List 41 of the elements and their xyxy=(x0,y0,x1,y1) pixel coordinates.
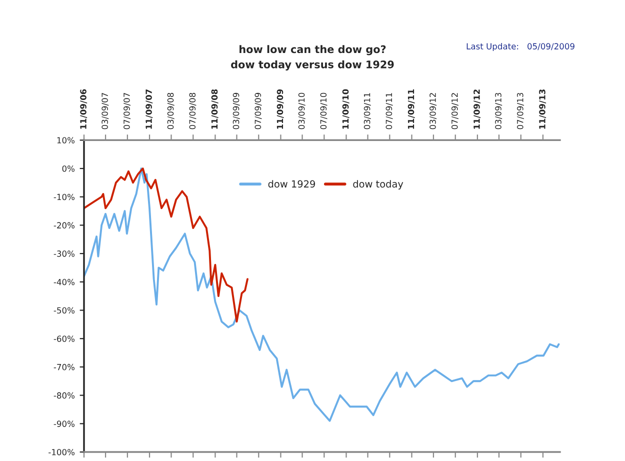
y-tick-label: -20% xyxy=(54,222,75,228)
x-tick-label: 07/09/13 xyxy=(516,92,524,130)
y-tick-label: -90% xyxy=(54,420,75,427)
x-tick-label: 03/09/12 xyxy=(430,93,437,130)
x-tick-label: 03/09/09 xyxy=(232,92,240,130)
x-tick-label: 07/09/09 xyxy=(254,92,262,130)
x-tick-label: 07/09/12 xyxy=(451,93,458,130)
x-tick-label: 03/09/13 xyxy=(495,92,502,130)
x-tick-label: 07/09/11 xyxy=(386,93,393,130)
y-tick-label: -80% xyxy=(54,392,75,399)
chart-subtitle: dow today versus dow 1929 xyxy=(231,60,394,70)
x-tick-label: 07/09/08 xyxy=(189,92,196,130)
x-tick-label: 11/09/09 xyxy=(276,89,284,129)
y-tick-label: -10% xyxy=(54,194,75,200)
x-tick-label: 11/09/06 xyxy=(80,89,88,129)
chart-title: how low can the dow go? xyxy=(240,45,386,56)
y-tick-label: -60% xyxy=(54,336,75,342)
x-tick-label: 03/09/10 xyxy=(298,92,306,130)
line-series xyxy=(84,168,560,422)
y-tick-label: 10% xyxy=(57,137,75,144)
y-tick-label: -50% xyxy=(54,307,75,314)
x-tick-label: 11/09/08 xyxy=(211,89,218,129)
legend-label: dow 1929 xyxy=(268,180,316,188)
x-tick-label: 11/09/10 xyxy=(342,89,350,129)
x-tick-label: 07/09/10 xyxy=(320,92,328,130)
x-tick-label: 07/09/07 xyxy=(124,93,131,130)
y-tick-label: -70% xyxy=(54,364,75,370)
x-tick-label: 03/09/08 xyxy=(167,92,174,130)
text: Last Update: 05/09/2009 xyxy=(466,42,574,52)
y-tick-label: -100% xyxy=(48,448,75,456)
y-tick-label: 0% xyxy=(62,165,75,172)
x-tick-label: 03/09/11 xyxy=(364,93,371,130)
x-tick-label: 11/09/13 xyxy=(539,90,546,129)
x-tick-label: 11/09/07 xyxy=(146,90,153,129)
x-tick-label: 03/09/07 xyxy=(102,93,109,130)
line-series xyxy=(84,168,248,323)
y-tick-label: -40% xyxy=(54,278,75,286)
x-tick-label: 11/09/12 xyxy=(474,90,481,129)
legend-label: dow today xyxy=(353,180,404,190)
y-tick-label: -30% xyxy=(54,250,75,257)
x-tick-label: 11/09/11 xyxy=(408,89,415,129)
